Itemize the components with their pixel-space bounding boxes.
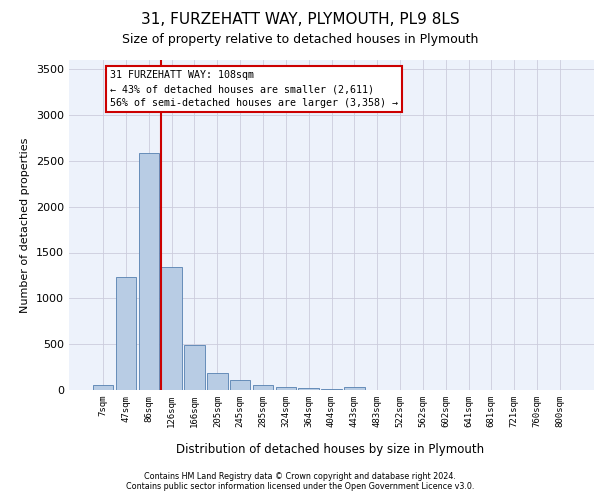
Bar: [139, 152, 159, 390]
Bar: [207, 373, 227, 390]
Bar: [230, 380, 250, 390]
Text: Size of property relative to detached houses in Plymouth: Size of property relative to detached ho…: [122, 32, 478, 46]
Y-axis label: Number of detached properties: Number of detached properties: [20, 138, 31, 312]
Bar: [184, 345, 205, 390]
Text: 31, FURZEHATT WAY, PLYMOUTH, PL9 8LS: 31, FURZEHATT WAY, PLYMOUTH, PL9 8LS: [140, 12, 460, 28]
Text: Contains HM Land Registry data © Crown copyright and database right 2024.: Contains HM Land Registry data © Crown c…: [144, 472, 456, 481]
Bar: [116, 277, 136, 390]
Bar: [275, 388, 296, 390]
Bar: [344, 387, 365, 390]
Bar: [93, 386, 113, 390]
Bar: [321, 388, 342, 390]
Bar: [253, 386, 273, 390]
Text: Contains public sector information licensed under the Open Government Licence v3: Contains public sector information licen…: [126, 482, 474, 491]
Text: 31 FURZEHATT WAY: 108sqm
← 43% of detached houses are smaller (2,611)
56% of sem: 31 FURZEHATT WAY: 108sqm ← 43% of detach…: [110, 70, 398, 108]
Text: Distribution of detached houses by size in Plymouth: Distribution of detached houses by size …: [176, 442, 484, 456]
Bar: [298, 388, 319, 390]
Bar: [161, 267, 182, 390]
